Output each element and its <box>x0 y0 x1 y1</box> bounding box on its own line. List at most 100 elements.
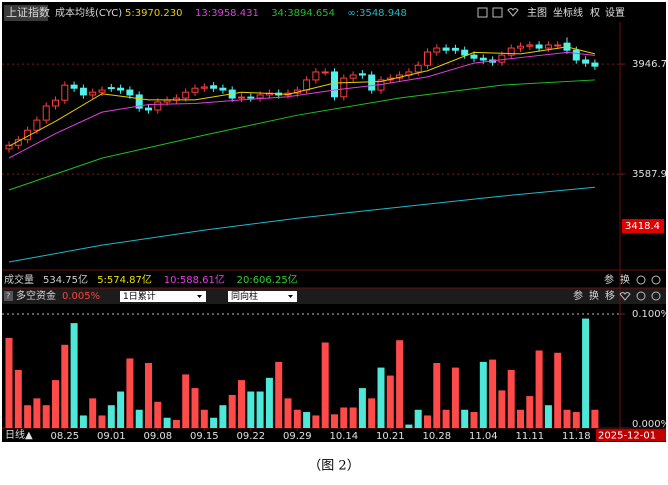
help-glyph: ? <box>6 292 10 301</box>
flow-bar <box>526 396 534 428</box>
candle-body <box>145 107 152 111</box>
candle-body <box>238 96 245 99</box>
flow-bar <box>293 409 301 428</box>
x-tick-label: 09.08 <box>143 431 172 442</box>
tool-button[interactable]: 参 <box>604 273 614 286</box>
flow-bar <box>470 412 478 428</box>
flow-bar <box>200 409 208 428</box>
flow-bar <box>405 424 413 428</box>
candle-body <box>33 119 41 131</box>
candle-body <box>52 99 59 107</box>
dropdown-arrow <box>288 295 293 298</box>
flow-bar <box>191 388 199 428</box>
flow-bar <box>321 342 329 428</box>
period-label[interactable]: 日线▲ <box>5 428 33 441</box>
x-tick-label: 09.15 <box>190 431 219 442</box>
flow-bar <box>238 380 245 428</box>
chart-background <box>2 2 666 442</box>
icon-heart[interactable] <box>507 8 519 17</box>
volume-legend: 20:606.25亿 <box>237 273 298 286</box>
volume-legend: 534.75亿 <box>43 273 88 286</box>
candle-body <box>554 44 562 47</box>
candle-body <box>70 84 78 89</box>
candle-body <box>414 64 422 73</box>
candle-body <box>163 99 171 103</box>
candle-body <box>517 45 524 49</box>
tool-button[interactable]: 参 <box>573 289 583 302</box>
tool-button[interactable]: 换 <box>620 273 630 286</box>
flow-bar <box>42 405 50 428</box>
candle-body <box>89 91 97 96</box>
tool-icon[interactable] <box>651 291 661 301</box>
candle-body <box>154 101 162 111</box>
icon-plus[interactable] <box>477 7 488 18</box>
tool-button[interactable]: 移 <box>605 289 615 302</box>
x-tick-label: 09.29 <box>283 431 312 442</box>
y-tick-label: 0.000% <box>632 419 668 430</box>
candle-body <box>191 87 199 93</box>
flow-bar <box>135 409 143 428</box>
flow-bar <box>368 398 376 428</box>
y-tick-label: 3946.7 <box>632 59 667 70</box>
price-marker-box <box>622 219 664 234</box>
candle-body <box>572 49 580 61</box>
candle-body <box>498 54 506 63</box>
dropdown[interactable] <box>120 291 206 302</box>
toolbar-button[interactable]: 坐标线 <box>553 6 583 19</box>
flow-header-bar <box>2 288 666 304</box>
candle-body <box>368 74 376 91</box>
flow-bar <box>228 394 236 428</box>
candle-body <box>117 87 125 91</box>
candle-body <box>349 74 357 79</box>
tool-icon[interactable] <box>636 275 646 285</box>
flow-bar <box>312 415 320 428</box>
dropdown[interactable] <box>228 291 297 302</box>
indicator-name: 成本均线(CYC) <box>55 6 122 19</box>
candle-body <box>79 87 87 96</box>
tool-button[interactable]: 换 <box>589 289 599 302</box>
flow-bar <box>498 390 506 428</box>
flow-bar <box>145 363 152 428</box>
toolbar-button[interactable]: 权 <box>590 6 600 19</box>
flow-bar <box>275 361 283 428</box>
flow-bar <box>563 409 571 428</box>
flow-bar <box>517 409 524 428</box>
flow-bar <box>349 407 357 428</box>
flow-bar <box>591 409 599 428</box>
window-icons[interactable] <box>477 7 519 18</box>
flow-bar <box>219 405 227 428</box>
flow-bar <box>247 391 255 428</box>
flow-bar <box>479 361 487 428</box>
y-tick-label: 3587.9 <box>632 169 667 180</box>
tool-icon[interactable] <box>619 292 631 301</box>
toolbar-button[interactable]: 设置 <box>605 7 625 19</box>
tool-icon[interactable] <box>651 275 661 285</box>
candle-body <box>479 57 487 61</box>
current-date-box <box>596 429 666 441</box>
flow-bar <box>107 405 115 428</box>
candle-body <box>451 47 459 51</box>
flow-bar <box>284 398 292 428</box>
flow-bar <box>303 412 311 428</box>
toolbar-button[interactable]: 主图 <box>527 7 547 19</box>
candle-body <box>582 59 590 64</box>
flow-bar <box>489 359 497 428</box>
candle-body <box>256 94 264 99</box>
flow-bar <box>544 405 552 428</box>
candle-body <box>182 91 190 99</box>
x-tick-label: 09.22 <box>236 431 265 442</box>
help-icon[interactable] <box>4 291 13 301</box>
candle-body <box>61 84 69 101</box>
flow-bar <box>70 323 78 428</box>
flow-bar <box>182 374 190 428</box>
icon-minus[interactable] <box>492 7 503 18</box>
legend-entry: 5:3970.230 <box>125 8 182 19</box>
symbol: 上证指数 <box>6 5 50 19</box>
candle-body <box>544 44 552 49</box>
candle-body <box>312 71 320 81</box>
ma-line <box>8 79 595 191</box>
legend-entry: 13:3958.431 <box>195 8 259 19</box>
tool-icon[interactable] <box>636 291 646 301</box>
flow-bar <box>265 377 273 428</box>
legend-entry: 34:3894.654 <box>271 8 335 19</box>
